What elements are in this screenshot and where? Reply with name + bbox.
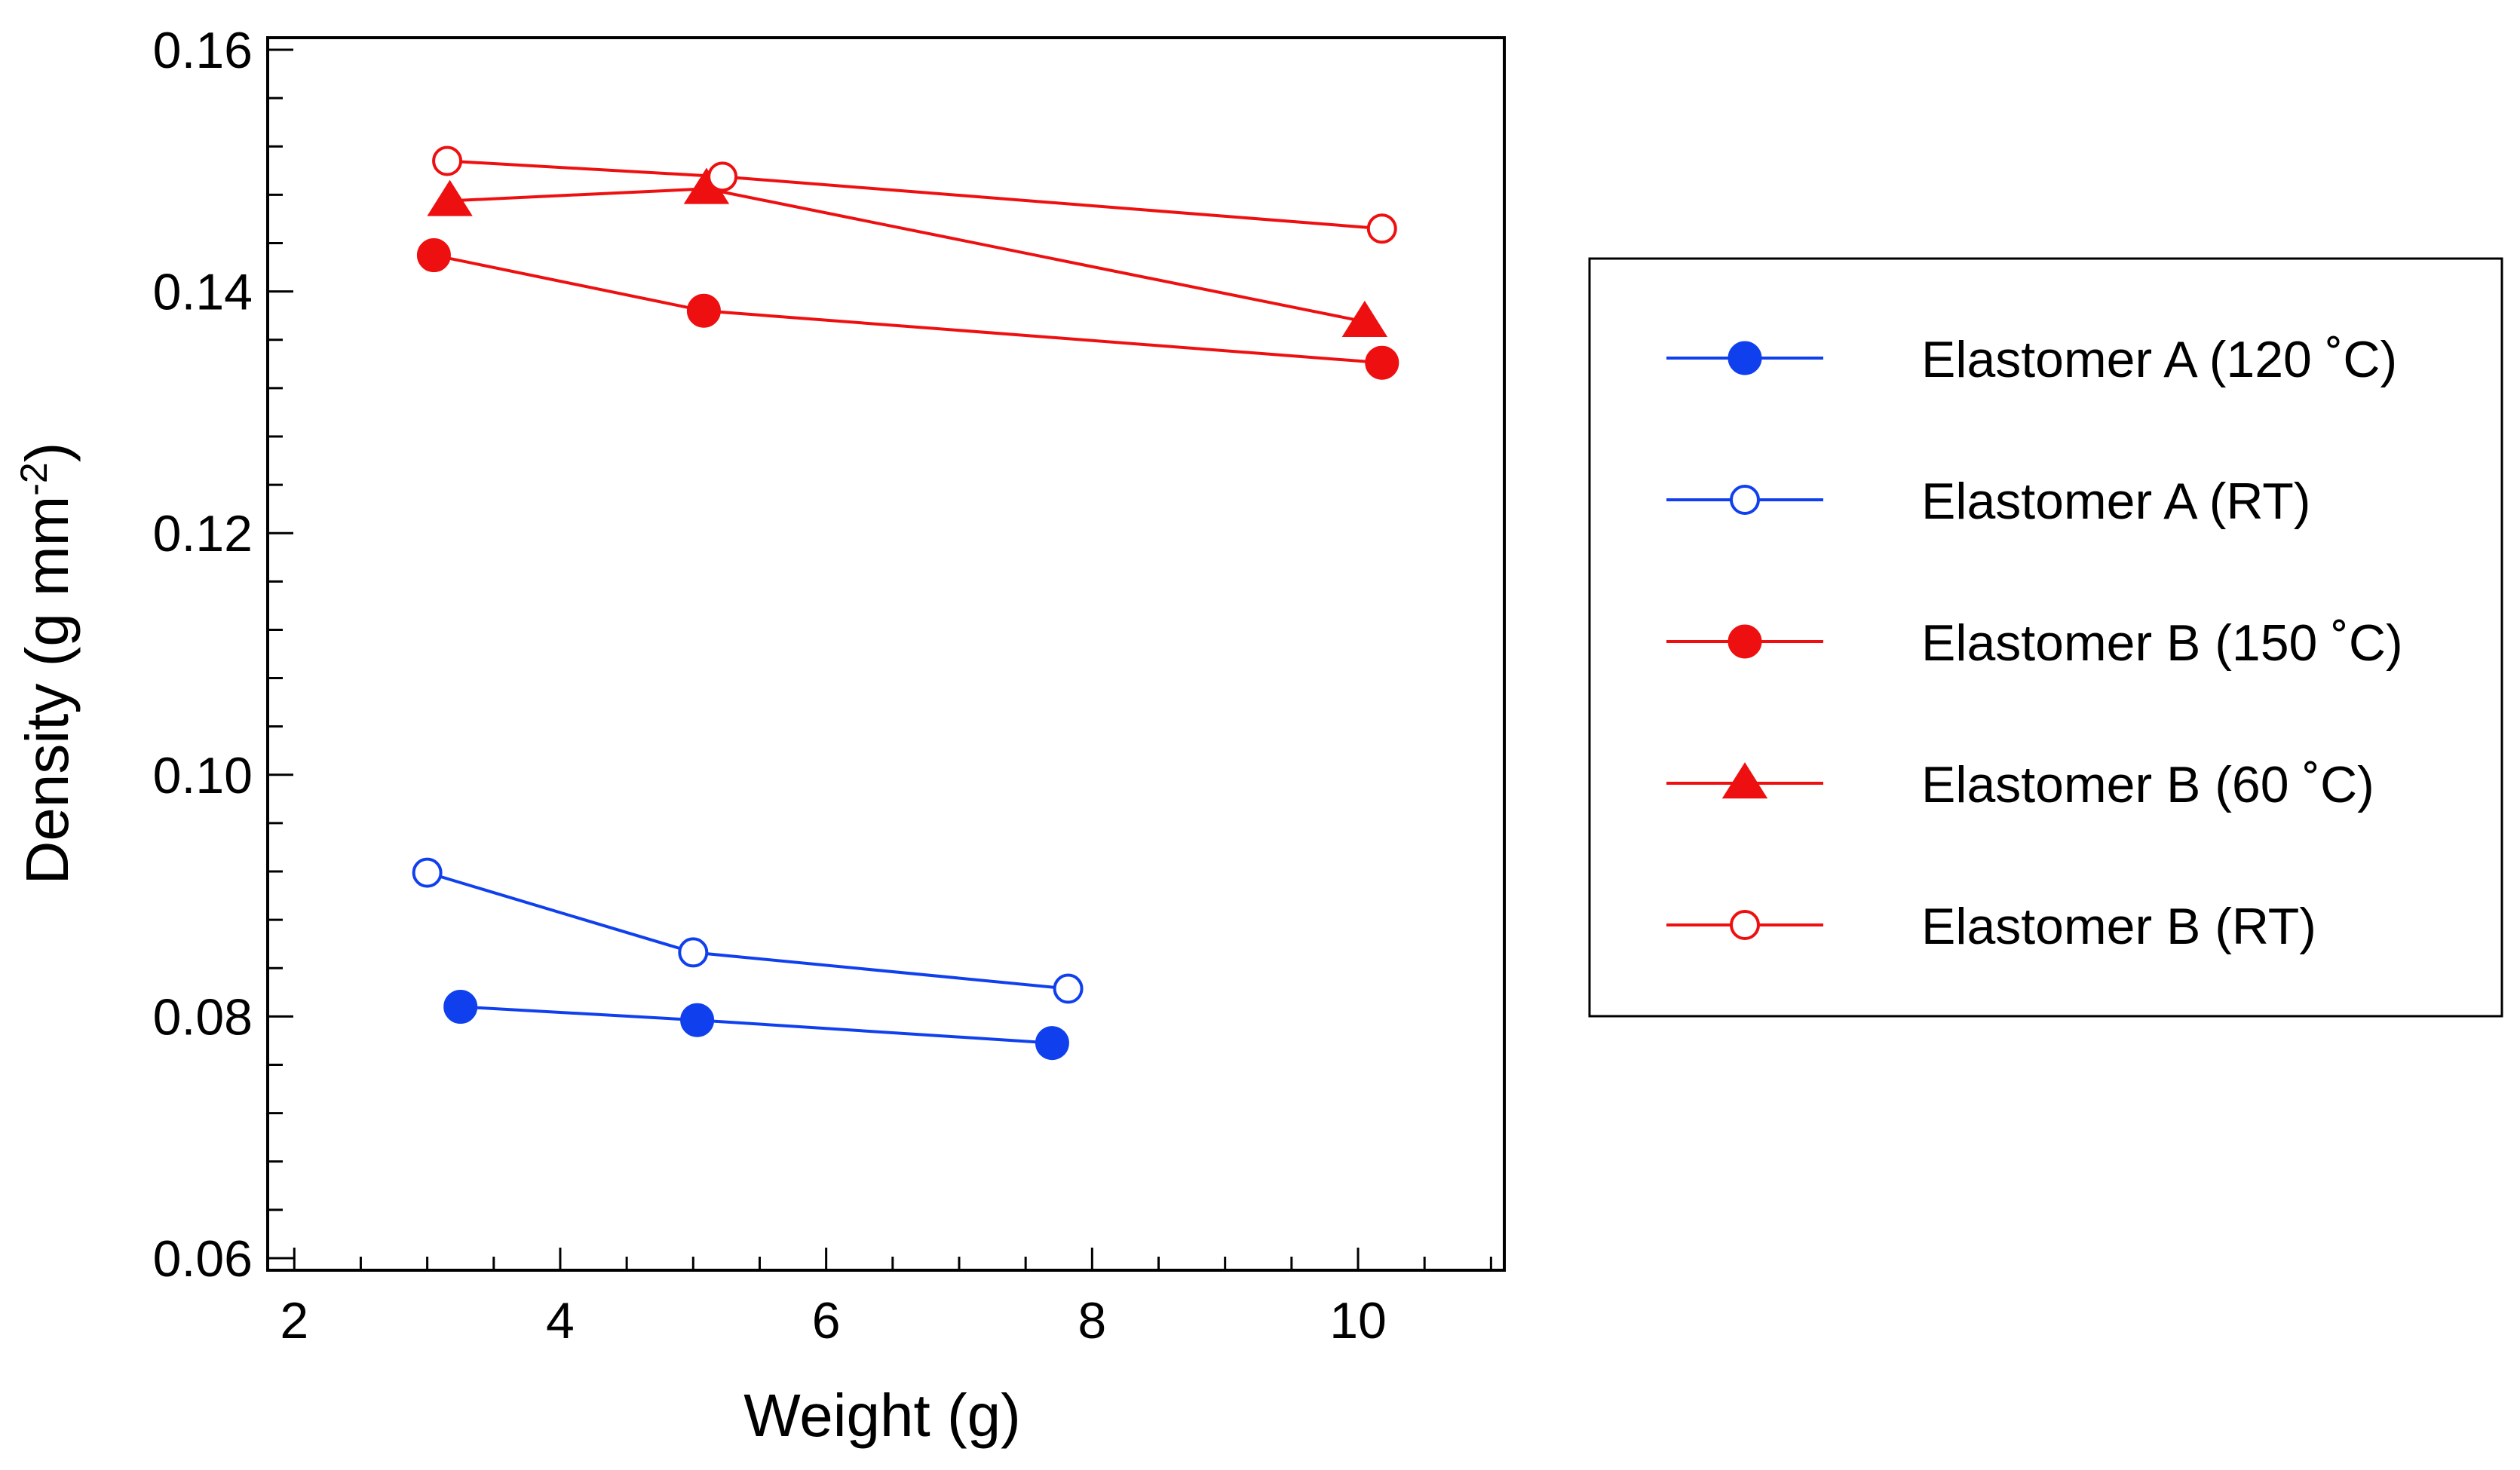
- data-point: [1341, 300, 1388, 337]
- series-line: [434, 253, 1382, 365]
- legend-item: Elastomer A (RT): [1666, 473, 2310, 530]
- y-tick-label: 0.10: [153, 747, 253, 804]
- legend-marker: [1721, 762, 1768, 799]
- legend-marker: [1728, 341, 1762, 375]
- x-tick-label: 8: [1078, 1292, 1106, 1349]
- legend: Elastomer A (120 ˚C) Elastomer A (RT) Elas…: [1588, 257, 2503, 1018]
- data-point: [416, 238, 451, 273]
- legend-marker: [1730, 485, 1760, 515]
- legend-item: Elastomer B (60 ˚C): [1666, 756, 2374, 813]
- legend-label: Elastomer A (120 ˚C): [1921, 331, 2397, 388]
- data-point: [686, 293, 721, 328]
- plot-border: [266, 36, 1506, 1272]
- data-point: [680, 1003, 715, 1037]
- y-axis-label-main: Density (g mm: [14, 496, 81, 885]
- legend-item: Elastomer A (120 ˚C): [1666, 331, 2397, 388]
- y-axis: 0.06 0.08 0.10 0.12 0.14 0.16: [153, 22, 293, 1288]
- data-point: [412, 857, 443, 888]
- series-2: [412, 857, 1084, 1004]
- series-1: [443, 990, 1069, 1061]
- data-point: [427, 179, 473, 216]
- series-layer: [412, 145, 1399, 1061]
- legend-marker: [1730, 910, 1760, 940]
- y-tick-label: 0.12: [153, 505, 253, 562]
- plot-frame: [266, 36, 1506, 1272]
- series-line: [449, 187, 1366, 323]
- x-tick-label: 10: [1329, 1292, 1387, 1349]
- series-3: [416, 238, 1399, 380]
- legend-label: Elastomer B (150 ˚C): [1921, 614, 2403, 672]
- series-line: [460, 1005, 1053, 1045]
- y-axis-label-sup: -2: [13, 462, 55, 495]
- legend-item: Elastomer B (150 ˚C): [1666, 614, 2403, 672]
- series-line: [427, 871, 1068, 991]
- y-tick-label: 0.08: [153, 988, 253, 1046]
- data-point: [1053, 973, 1084, 1004]
- legend-item: Elastomer B (RT): [1666, 898, 2316, 955]
- series-4: [427, 167, 1388, 337]
- data-point: [1366, 213, 1397, 244]
- y-axis-label: Density (g mm-2): [13, 443, 81, 885]
- data-point: [443, 990, 478, 1024]
- y-tick-label: 0.06: [153, 1230, 253, 1288]
- series-5: [432, 145, 1397, 244]
- x-axis-label: Weight (g): [743, 1382, 1021, 1449]
- y-tick-label: 0.14: [153, 264, 253, 321]
- data-point: [707, 161, 738, 192]
- legend-label: Elastomer A (RT): [1921, 473, 2310, 530]
- data-point: [1035, 1026, 1069, 1061]
- legend-label: Elastomer B (RT): [1921, 898, 2316, 955]
- legend-marker: [1728, 624, 1762, 659]
- y-tick-label: 0.16: [153, 22, 253, 79]
- data-point: [1365, 345, 1399, 380]
- data-point: [678, 937, 709, 968]
- x-tick-label: 4: [546, 1292, 575, 1349]
- y-axis-label-end: ): [14, 443, 81, 463]
- x-axis: 2 4 6 8 10: [280, 1248, 1492, 1349]
- x-tick-label: 2: [280, 1292, 308, 1349]
- data-point: [432, 145, 463, 176]
- x-tick-label: 6: [812, 1292, 841, 1349]
- legend-label: Elastomer B (60 ˚C): [1921, 756, 2374, 813]
